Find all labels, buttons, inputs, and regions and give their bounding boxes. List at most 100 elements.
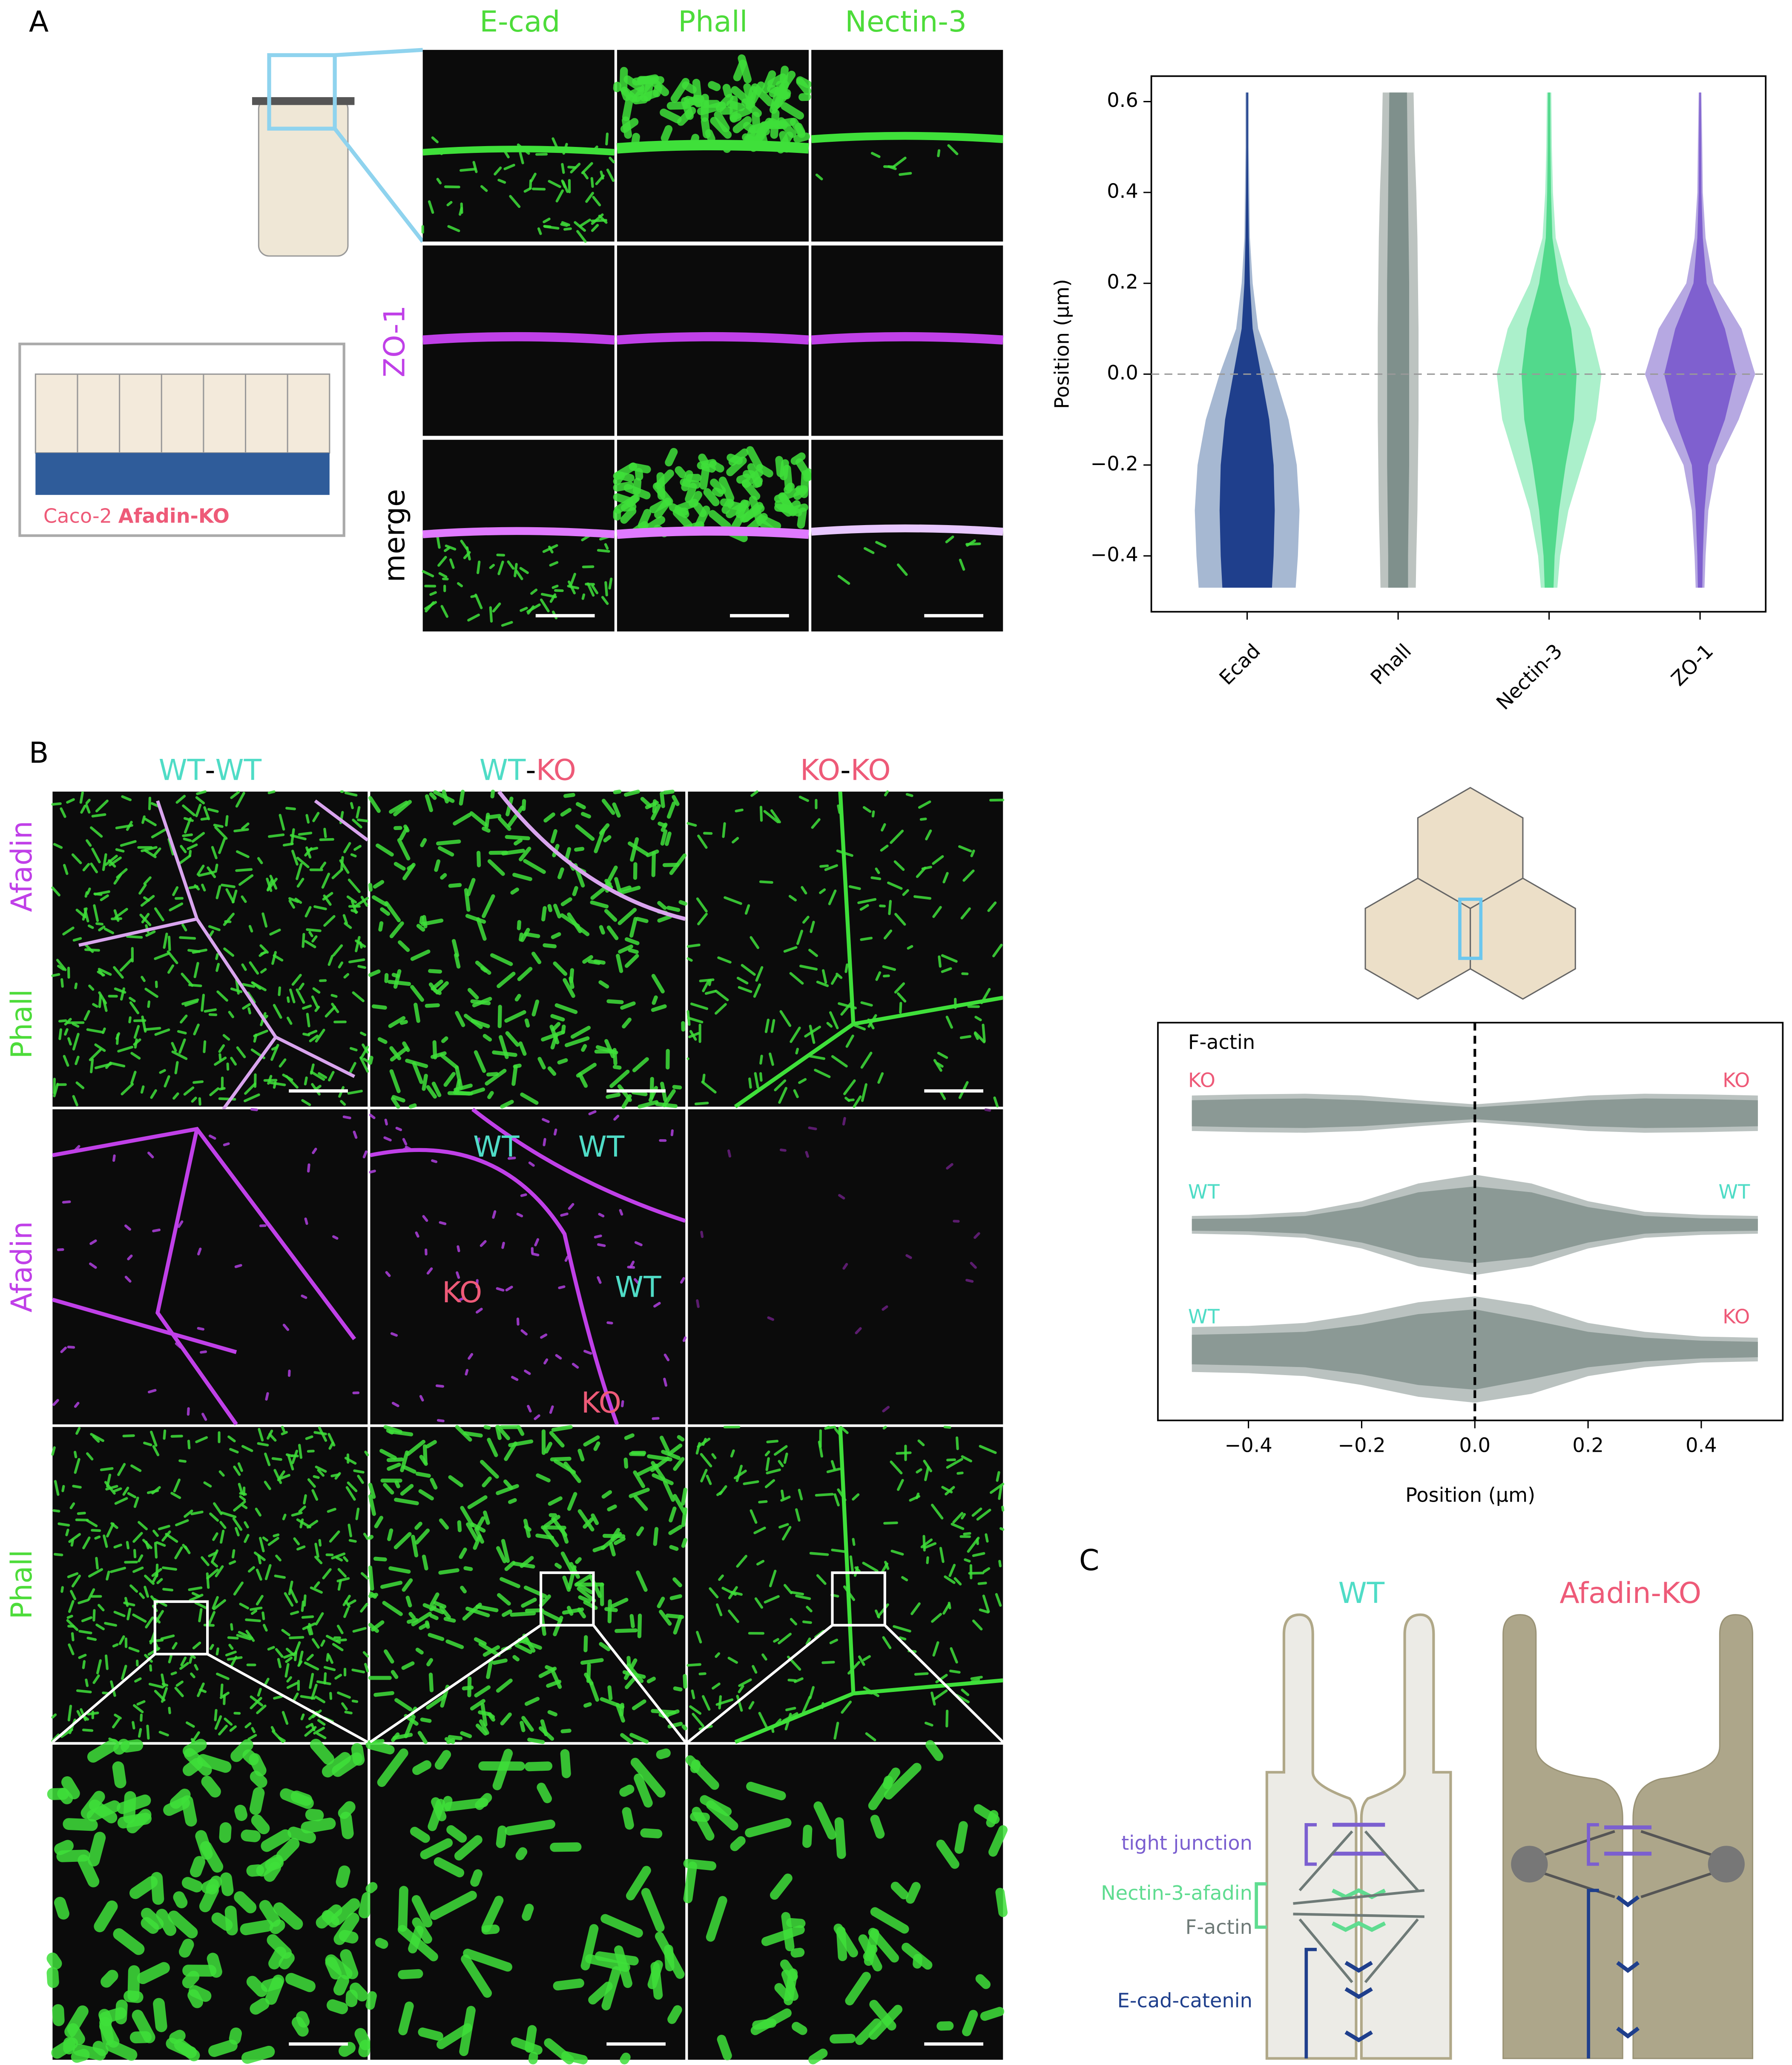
texture: [837, 535, 981, 585]
fiber: [74, 1402, 80, 1408]
fiber: [544, 1442, 553, 1454]
fiber: [786, 1918, 806, 1928]
fiber: [389, 801, 409, 814]
fiber: [945, 1016, 953, 1029]
fiber: [507, 560, 515, 570]
fiber: [485, 813, 490, 829]
fiber: [112, 1643, 119, 1648]
fiber: [583, 1517, 594, 1529]
fiber: [164, 1075, 170, 1088]
fiber: [995, 1887, 1008, 1917]
fiber: [746, 446, 763, 471]
fiber: [245, 1618, 261, 1623]
fiber: [152, 1529, 159, 1537]
fiber: [104, 1654, 109, 1670]
fiber: [902, 889, 909, 896]
fiber: [442, 790, 449, 804]
fiber: [60, 1586, 64, 1593]
fiber: [923, 1542, 937, 1549]
fiber: [436, 839, 461, 846]
fiber: [70, 1590, 77, 1600]
fiber: [831, 1548, 846, 1553]
fiber: [331, 1898, 360, 1926]
fiber: [312, 1148, 317, 1155]
fiber: [474, 1685, 491, 1697]
fiber: [343, 1556, 349, 1562]
fiber: [57, 1248, 64, 1251]
fiber: [315, 1465, 327, 1473]
fiber: [141, 913, 150, 924]
fiber: [693, 502, 707, 517]
fiber: [308, 931, 313, 937]
separator: -: [840, 753, 850, 787]
fiber: [151, 827, 167, 839]
fiber: [271, 951, 277, 965]
fiber: [422, 1215, 428, 1222]
fiber: [810, 921, 815, 933]
fiber: [321, 873, 330, 889]
fiber: [508, 1498, 517, 1504]
fiber: [669, 1594, 682, 1600]
fiber: [284, 1592, 294, 1607]
fiber: [66, 1614, 73, 1619]
fiber: [189, 1657, 192, 1664]
fiber: [691, 1689, 695, 1700]
fiber: [481, 1896, 504, 1933]
fiber: [715, 1003, 727, 1015]
fiber: [332, 944, 343, 956]
fiber: [378, 921, 384, 932]
fiber: [208, 1013, 218, 1017]
fiber: [402, 1578, 413, 1592]
fiber: [836, 973, 843, 979]
fiber: [925, 829, 932, 841]
cell-sheet-schematic: Caco-2 Afadin-KO: [18, 342, 345, 537]
fiber: [282, 1074, 293, 1081]
fiber: [837, 574, 850, 585]
fiber: [108, 856, 122, 867]
fiber: [575, 802, 586, 810]
fiber: [660, 791, 665, 808]
fiber: [201, 1556, 210, 1566]
fiber: [214, 863, 218, 873]
fiber: [475, 1307, 483, 1314]
fiber: [314, 1581, 320, 1588]
fiber: [560, 913, 580, 928]
fiber: [497, 971, 516, 988]
fiber: [305, 1435, 313, 1440]
fiber: [609, 1542, 616, 1557]
fiber: [709, 1587, 719, 1599]
fiber: [173, 1891, 188, 1908]
fiber: [292, 1692, 299, 1703]
fiber: [360, 1603, 368, 1613]
fiber: [620, 1733, 634, 1744]
fiber: [604, 909, 617, 922]
fiber: [368, 796, 381, 813]
fiber: [233, 1581, 244, 1596]
fiber: [550, 829, 557, 844]
fiber: [537, 1057, 546, 1070]
fiber: [86, 887, 91, 895]
fiber: [436, 535, 441, 549]
violin-inner: [1664, 92, 1736, 588]
fiber: [792, 2022, 807, 2035]
fiber: [465, 1606, 490, 1617]
fiber: [628, 948, 639, 954]
fiber: [651, 804, 661, 821]
fiber: [796, 930, 804, 945]
fiber: [614, 494, 640, 514]
fiber: [939, 1090, 946, 1100]
fiber: [553, 961, 568, 976]
fiber: [933, 1689, 948, 1701]
fiber: [228, 1011, 234, 1018]
fiber: [314, 1556, 323, 1565]
fiber: [622, 1807, 634, 1830]
fiber: [69, 1502, 75, 1509]
fiber: [849, 1555, 854, 1574]
column-header: WT-WT: [159, 753, 262, 787]
fiber: [239, 1495, 246, 1501]
fiber: [113, 1738, 130, 1755]
fiber: [101, 1970, 118, 1988]
panel-label: C: [1079, 1543, 1099, 1577]
fiber: [246, 1864, 264, 1877]
fiber: [261, 912, 268, 928]
